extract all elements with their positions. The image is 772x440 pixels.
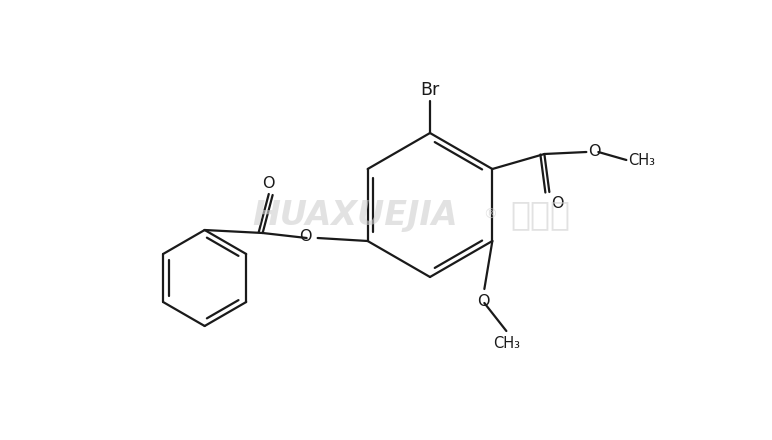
Text: O: O [262,176,275,191]
Text: HUAXUEJIA: HUAXUEJIA [252,198,458,231]
Text: 化学加: 化学加 [510,198,570,231]
Text: O: O [299,228,312,243]
Text: CH₃: CH₃ [628,153,655,168]
Text: O: O [588,143,601,158]
Text: O: O [551,196,564,211]
Text: Br: Br [421,81,439,99]
Text: ®: ® [483,208,497,222]
Text: O: O [477,294,489,309]
Text: CH₃: CH₃ [493,336,520,351]
